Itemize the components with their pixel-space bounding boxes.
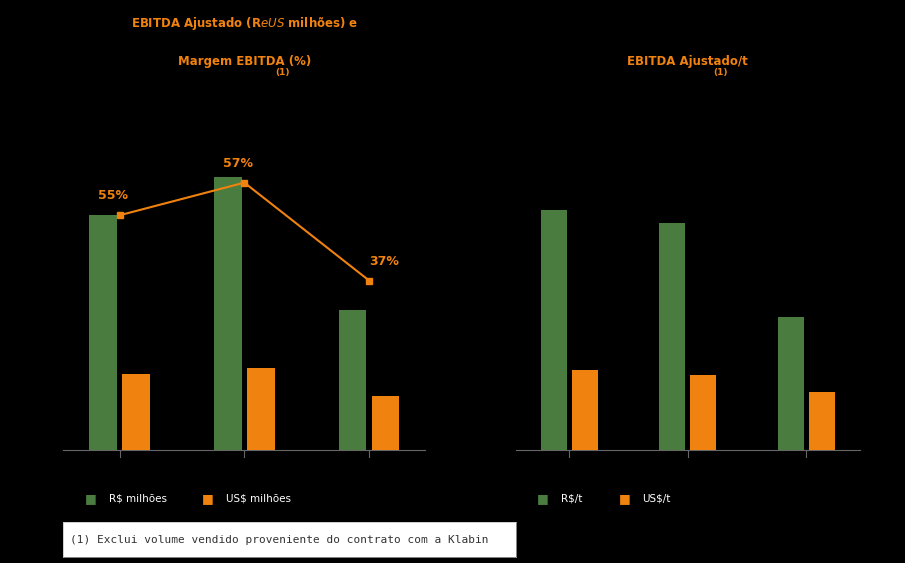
Text: US$/t: US$/t [643,493,671,503]
Text: 37%: 37% [369,254,399,267]
Text: (1) Exclui volume vendido proveniente do contrato com a Klabin: (1) Exclui volume vendido proveniente do… [71,535,489,545]
Bar [777,317,804,450]
Bar [122,374,149,450]
Bar [809,392,835,450]
Text: US$ milhões: US$ milhões [226,493,291,503]
Text: (1): (1) [713,68,729,77]
Bar [90,215,117,450]
Bar [247,368,274,450]
Bar [214,177,242,450]
Text: Margem EBITDA (%): Margem EBITDA (%) [177,55,311,68]
Bar [372,396,399,450]
Text: EBITDA Ajustado/t: EBITDA Ajustado/t [627,55,748,68]
Text: R$ milhões: R$ milhões [109,493,167,503]
Bar [691,375,717,450]
Bar [572,370,598,450]
Text: ■: ■ [203,491,214,505]
Text: (1): (1) [275,68,290,77]
Text: ■: ■ [619,491,630,505]
Bar [339,310,367,450]
Text: R$/t: R$/t [561,493,583,503]
Text: 57%: 57% [224,157,253,169]
Text: ■: ■ [85,491,96,505]
Text: 55%: 55% [99,189,129,202]
Text: EBITDA Ajustado (R$ e US$ milhões) e: EBITDA Ajustado (R$ e US$ milhões) e [130,15,358,33]
Text: ■: ■ [538,491,548,505]
Bar [659,223,685,450]
Bar [540,210,567,450]
